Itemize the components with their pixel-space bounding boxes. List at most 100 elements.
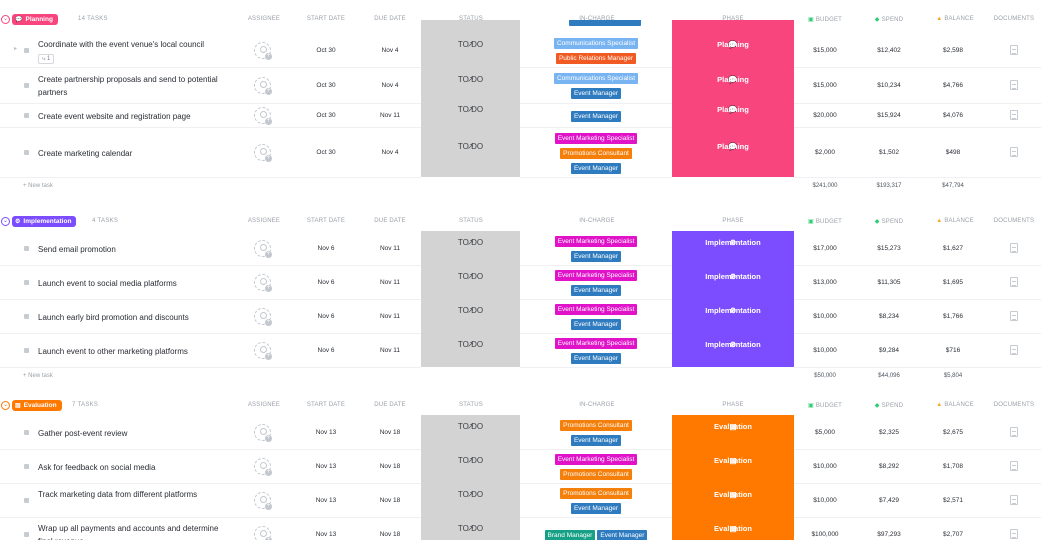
due-date[interactable]: Nov 11 [379,313,401,320]
start-date[interactable]: Oct 30 [316,112,336,119]
budget-value[interactable]: $5,000 [815,429,835,436]
task-name[interactable]: Launch event to other marketing platform… [38,345,228,358]
column-header-documents[interactable]: DOCUMENTS [994,218,1034,224]
budget-value[interactable]: $100,000 [811,531,839,538]
new-task-button[interactable]: + New task [23,183,53,189]
spend-value[interactable]: $10,234 [877,82,901,89]
phase-cell[interactable]: 💬 Planning [672,67,794,104]
role-tag[interactable]: Event Manager [570,162,622,174]
budget-value[interactable]: $10,000 [813,313,837,320]
task-name[interactable]: Create partnership proposals and send to… [38,73,228,99]
role-tag[interactable]: Event Marketing Specialist [554,132,638,144]
subtask-count[interactable]: ⤷ 1 [38,54,55,64]
balance-value[interactable]: $2,707 [943,531,963,538]
task-row[interactable]: Launch event to social media platforms No… [0,265,1041,300]
start-date[interactable]: Nov 13 [315,429,337,436]
assignee-avatar-icon[interactable] [254,308,272,326]
task-status-square[interactable] [24,464,29,469]
assignee-avatar-icon[interactable] [254,424,272,442]
collapse-toggle-icon[interactable]: ⌄ [1,401,10,410]
column-header-budget[interactable]: ▣ BUDGET [808,402,842,409]
budget-value[interactable]: $2,000 [815,149,835,156]
budget-value[interactable]: $15,000 [813,47,837,54]
in-charge-cell[interactable]: Event Marketing Specialist Event Manager [521,232,671,266]
task-status-square[interactable] [24,150,29,155]
in-charge-cell[interactable]: Promotions Consultant Event Manager [521,484,671,518]
due-date[interactable]: Nov 11 [379,347,401,354]
spend-value[interactable]: $97,293 [877,531,901,538]
role-tag[interactable]: Event Manager [570,319,622,330]
column-header-spend[interactable]: ◆ SPEND [875,218,904,225]
assignee-avatar-icon[interactable] [254,240,272,258]
spend-value[interactable]: $2,325 [879,429,899,436]
column-header-assignee[interactable]: ASSIGNEE [248,402,280,408]
task-name[interactable]: Ask for feedback on social media [38,461,228,474]
document-icon[interactable] [1010,461,1018,471]
status-cell[interactable]: ↗ TO DO [421,333,520,368]
document-icon[interactable] [1010,529,1018,539]
budget-value[interactable]: $20,000 [813,112,837,119]
column-header-due-date[interactable]: DUE DATE [374,402,406,408]
due-date[interactable]: Nov 11 [379,245,401,252]
column-header-in-charge[interactable]: IN-CHARGE [579,16,614,22]
role-tag[interactable]: Promotions Consultant [560,147,632,159]
balance-value[interactable]: $2,571 [943,497,963,504]
phase-cell[interactable]: 💬 Planning [672,103,794,128]
phase-cell[interactable]: 💬 Planning [672,127,794,178]
role-tag[interactable]: Promotions Consultant [560,488,632,499]
start-date[interactable]: Nov 6 [317,313,335,320]
column-header-documents[interactable]: DOCUMENTS [994,402,1034,408]
spend-value[interactable]: $11,305 [877,279,901,286]
balance-value[interactable]: $2,675 [943,429,963,436]
status-cell[interactable]: ↗ TO DO [421,103,520,128]
spend-value[interactable]: $8,292 [879,463,899,470]
role-tag[interactable]: Event Manager [570,251,622,262]
in-charge-cell[interactable]: Event Marketing Specialist Promotions Con… [521,450,671,484]
due-date[interactable]: Nov 18 [379,531,401,538]
spend-value[interactable]: $1,502 [879,149,899,156]
phase-cell[interactable]: ⚙ Implementation [672,231,794,266]
start-date[interactable]: Nov 6 [317,245,335,252]
group-badge[interactable]: 💬 Planning [12,14,58,25]
column-header-start-date[interactable]: START DATE [307,218,345,224]
status-cell[interactable]: ↗ TO DO [421,67,520,104]
document-icon[interactable] [1010,80,1018,90]
column-header-phase[interactable]: PHASE [722,218,743,224]
in-charge-cell[interactable]: Event Marketing Specialist Promotions Con… [521,128,671,178]
assignee-avatar-icon[interactable] [254,77,272,95]
status-cell[interactable]: ↗ TO DO [421,299,520,334]
column-header-balance[interactable]: ▲ BALANCE [936,218,974,224]
role-tag[interactable]: Event Manager [597,529,648,540]
role-tag[interactable]: Event Marketing Specialist [554,304,638,315]
balance-value[interactable]: $1,695 [943,279,963,286]
phase-cell[interactable]: ⚙ Implementation [672,299,794,334]
column-header-start-date[interactable]: START DATE [307,16,345,22]
column-header-balance[interactable]: ▲ BALANCE [936,402,974,408]
status-cell[interactable]: ↗ TO DO [421,127,520,178]
column-header-due-date[interactable]: DUE DATE [374,16,406,22]
column-header-budget[interactable]: ▣ BUDGET [808,16,842,23]
role-tag[interactable]: Communications Specialist [553,38,639,49]
task-name[interactable]: Send email promotion [38,243,228,256]
in-charge-cell[interactable]: Event Marketing Specialist Event Manager [521,266,671,300]
column-header-assignee[interactable]: ASSIGNEE [248,218,280,224]
document-icon[interactable] [1010,110,1018,120]
budget-value[interactable]: $17,000 [813,245,837,252]
phase-cell[interactable]: ▤ Evaluation [672,483,794,518]
role-tag[interactable]: Event Manager [570,110,622,122]
assignee-avatar-icon[interactable] [254,458,272,476]
column-header-due-date[interactable]: DUE DATE [374,218,406,224]
task-row[interactable]: Launch early bird promotion and discount… [0,299,1041,334]
role-tag[interactable]: Event Marketing Specialist [554,454,638,465]
task-status-square[interactable] [24,314,29,319]
role-tag[interactable]: Event Manager [570,503,622,514]
assignee-avatar-icon[interactable] [254,144,272,162]
status-cell[interactable]: ↗ TO DO [421,415,520,450]
expand-subtasks-icon[interactable]: ▸ [14,46,18,52]
due-date[interactable]: Nov 4 [381,47,399,54]
role-tag[interactable]: Communications Specialist [553,73,639,84]
in-charge-cell[interactable]: Promotions Consultant Event Manager [521,416,671,450]
balance-value[interactable]: $1,766 [943,313,963,320]
document-icon[interactable] [1010,45,1018,55]
spend-value[interactable]: $9,284 [879,347,899,354]
